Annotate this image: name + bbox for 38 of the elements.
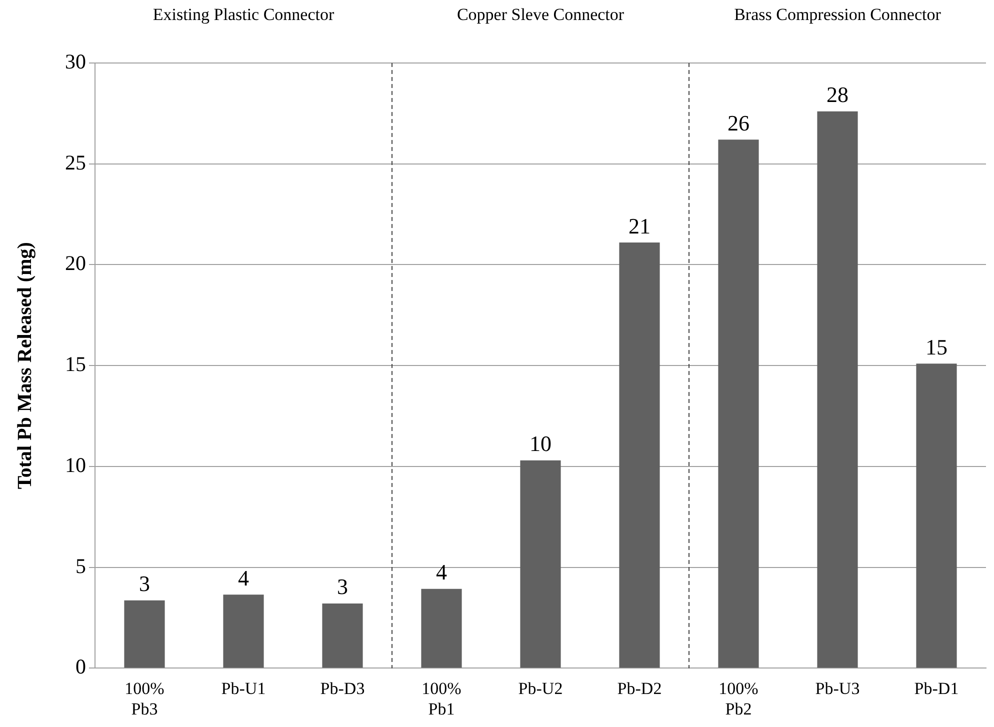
bar xyxy=(124,600,165,668)
x-tick-label: 100% Pb1 xyxy=(422,678,462,718)
x-tick-label: Pb-D2 xyxy=(617,678,662,698)
text: Brass Compression Connector xyxy=(734,4,942,24)
x-tick-label: 100% Pb3 xyxy=(124,678,164,718)
y-tick-label: 10 xyxy=(65,452,86,477)
data-label: 21 xyxy=(628,213,650,238)
data-label: 4 xyxy=(436,560,447,585)
y-tick-label: 25 xyxy=(65,150,86,174)
data-label: 4 xyxy=(238,565,249,590)
x-tick-label: Pb-U2 xyxy=(518,678,563,698)
text: Copper Sleve Connector xyxy=(456,4,624,24)
data-label: 3 xyxy=(139,571,150,596)
bar xyxy=(520,460,561,668)
data-label: 15 xyxy=(926,334,948,360)
data-label: 10 xyxy=(530,431,552,456)
bar xyxy=(223,594,264,668)
text: Existing Plastic Connector xyxy=(152,4,334,24)
x-tick-label: Pb-U3 xyxy=(815,678,860,698)
x-tick-label: Pb-D1 xyxy=(914,678,959,698)
x-tick-label: Pb-U1 xyxy=(221,678,266,698)
data-label: 3 xyxy=(337,574,348,600)
data-label: 26 xyxy=(728,110,750,136)
bar xyxy=(322,603,363,668)
y-tick-label: 20 xyxy=(65,251,86,276)
data-label: 28 xyxy=(826,82,848,108)
y-tick-label: 5 xyxy=(76,554,86,578)
y-axis-title: Total Pb Mass Released (mg) xyxy=(14,242,36,490)
y-tick-label: 15 xyxy=(65,352,86,376)
x-tick-label: Pb-D3 xyxy=(320,678,365,698)
bar xyxy=(619,242,660,668)
bar xyxy=(817,111,858,668)
bar xyxy=(718,140,759,668)
y-tick-label: 0 xyxy=(76,654,86,679)
x-tick-label: 100% Pb2 xyxy=(718,678,758,718)
y-tick-label: 30 xyxy=(65,50,86,74)
bar xyxy=(421,588,462,668)
bar xyxy=(916,364,957,668)
